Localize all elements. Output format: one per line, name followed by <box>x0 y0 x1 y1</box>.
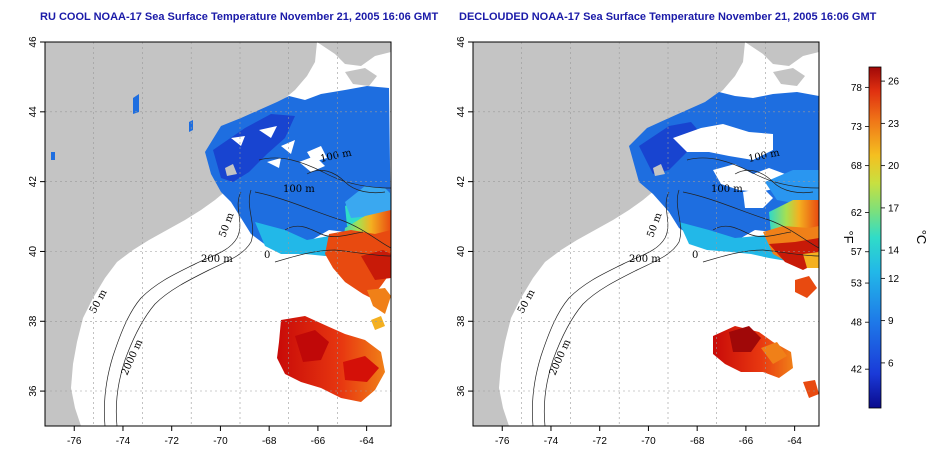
celsius-tick-label: 23 <box>888 119 900 130</box>
fahrenheit-tick-label: 73 <box>851 122 863 133</box>
contour-label-200m: 200 m <box>201 254 233 265</box>
left-lon-tick-label: -64 <box>359 436 374 447</box>
right-panel-title: DECLOUDED NOAA-17 Sea Surface Temperatur… <box>459 11 877 23</box>
left-lat-tick-label: 38 <box>28 315 39 327</box>
right-lat-tick-label: 38 <box>456 315 467 327</box>
left-lon-tick-label: -70 <box>213 436 228 447</box>
map-frame <box>472 41 820 427</box>
fahrenheit-tick-label: 62 <box>851 208 863 219</box>
right-lat-tick-label: 42 <box>456 176 467 188</box>
fahrenheit-tick-label: 53 <box>851 279 863 290</box>
right-lat-tick-label: 36 <box>456 385 467 397</box>
right-lat-tick-label: 40 <box>456 245 467 257</box>
right-lon-tick-label: -76 <box>495 436 510 447</box>
left-lon-tick-label: -76 <box>67 436 82 447</box>
axes-layer: -76 -74 -72 -70 -68 -66 -64 36 38 40 42 44 46 -76 -74 -… <box>28 36 802 447</box>
fahrenheit-tick-label: 57 <box>851 247 863 258</box>
left-lat-tick-label: 44 <box>28 106 39 118</box>
right-lon-tick-label: -68 <box>690 436 705 447</box>
fahrenheit-tick-label: 48 <box>851 318 863 329</box>
left-lon-tick-label: -68 <box>262 436 277 447</box>
right-lat-tick-label: 44 <box>456 106 467 118</box>
colorbar: 26 23 20 17 14 12 9 6 78 73 68 62 57 53 48 42 °F °C <box>841 66 929 409</box>
celsius-tick-label: 17 <box>888 203 900 214</box>
celsius-tick-label: 12 <box>888 274 900 285</box>
contour-label-0: 0 <box>692 250 698 261</box>
fahrenheit-tick-label: 42 <box>851 365 863 376</box>
right-lat-tick-label: 46 <box>456 36 467 48</box>
right-lon-tick-label: -72 <box>592 436 607 447</box>
fahrenheit-tick-label: 68 <box>851 161 863 172</box>
map-frame <box>44 41 392 427</box>
celsius-tick-label: 9 <box>888 316 894 327</box>
left-map-panel: 100 m 100 m 50 m 200 m 50 m 2000 m 0 <box>44 41 392 427</box>
left-lon-tick-label: -74 <box>116 436 131 447</box>
contour-label-200m: 200 m <box>629 254 661 265</box>
left-lat-tick-label: 40 <box>28 245 39 257</box>
colorbar-gradient <box>868 66 882 409</box>
right-lon-tick-label: -70 <box>641 436 656 447</box>
fahrenheit-label: °F <box>841 230 856 243</box>
right-lon-tick-label: -66 <box>739 436 754 447</box>
right-lon-tick-label: -74 <box>544 436 559 447</box>
left-panel-title: RU COOL NOAA-17 Sea Surface Temperature … <box>40 11 439 23</box>
left-lat-tick-label: 42 <box>28 176 39 188</box>
celsius-label: °C <box>914 230 929 245</box>
celsius-tick-label: 26 <box>888 77 900 88</box>
left-lon-tick-label: -72 <box>164 436 179 447</box>
left-lon-tick-label: -66 <box>311 436 326 447</box>
contour-label-0: 0 <box>264 250 270 261</box>
celsius-tick-label: 6 <box>888 358 894 369</box>
colorbar-ticks: 26 23 20 17 14 12 9 6 78 73 68 62 57 53 48 42 <box>851 77 900 376</box>
contour-label-100m-b: 100 m <box>283 184 315 195</box>
right-map-panel: 100 m 100 m 50 m 200 m 50 m 2000 m 0 <box>472 41 820 427</box>
celsius-tick-label: 14 <box>888 246 900 257</box>
right-lon-tick-label: -64 <box>787 436 802 447</box>
left-lat-tick-label: 36 <box>28 385 39 397</box>
celsius-tick-label: 20 <box>888 161 900 172</box>
sst-field <box>51 86 391 402</box>
fahrenheit-tick-label: 78 <box>851 83 863 94</box>
left-lat-tick-label: 46 <box>28 36 39 48</box>
contour-label-100m-b: 100 m <box>711 184 743 195</box>
